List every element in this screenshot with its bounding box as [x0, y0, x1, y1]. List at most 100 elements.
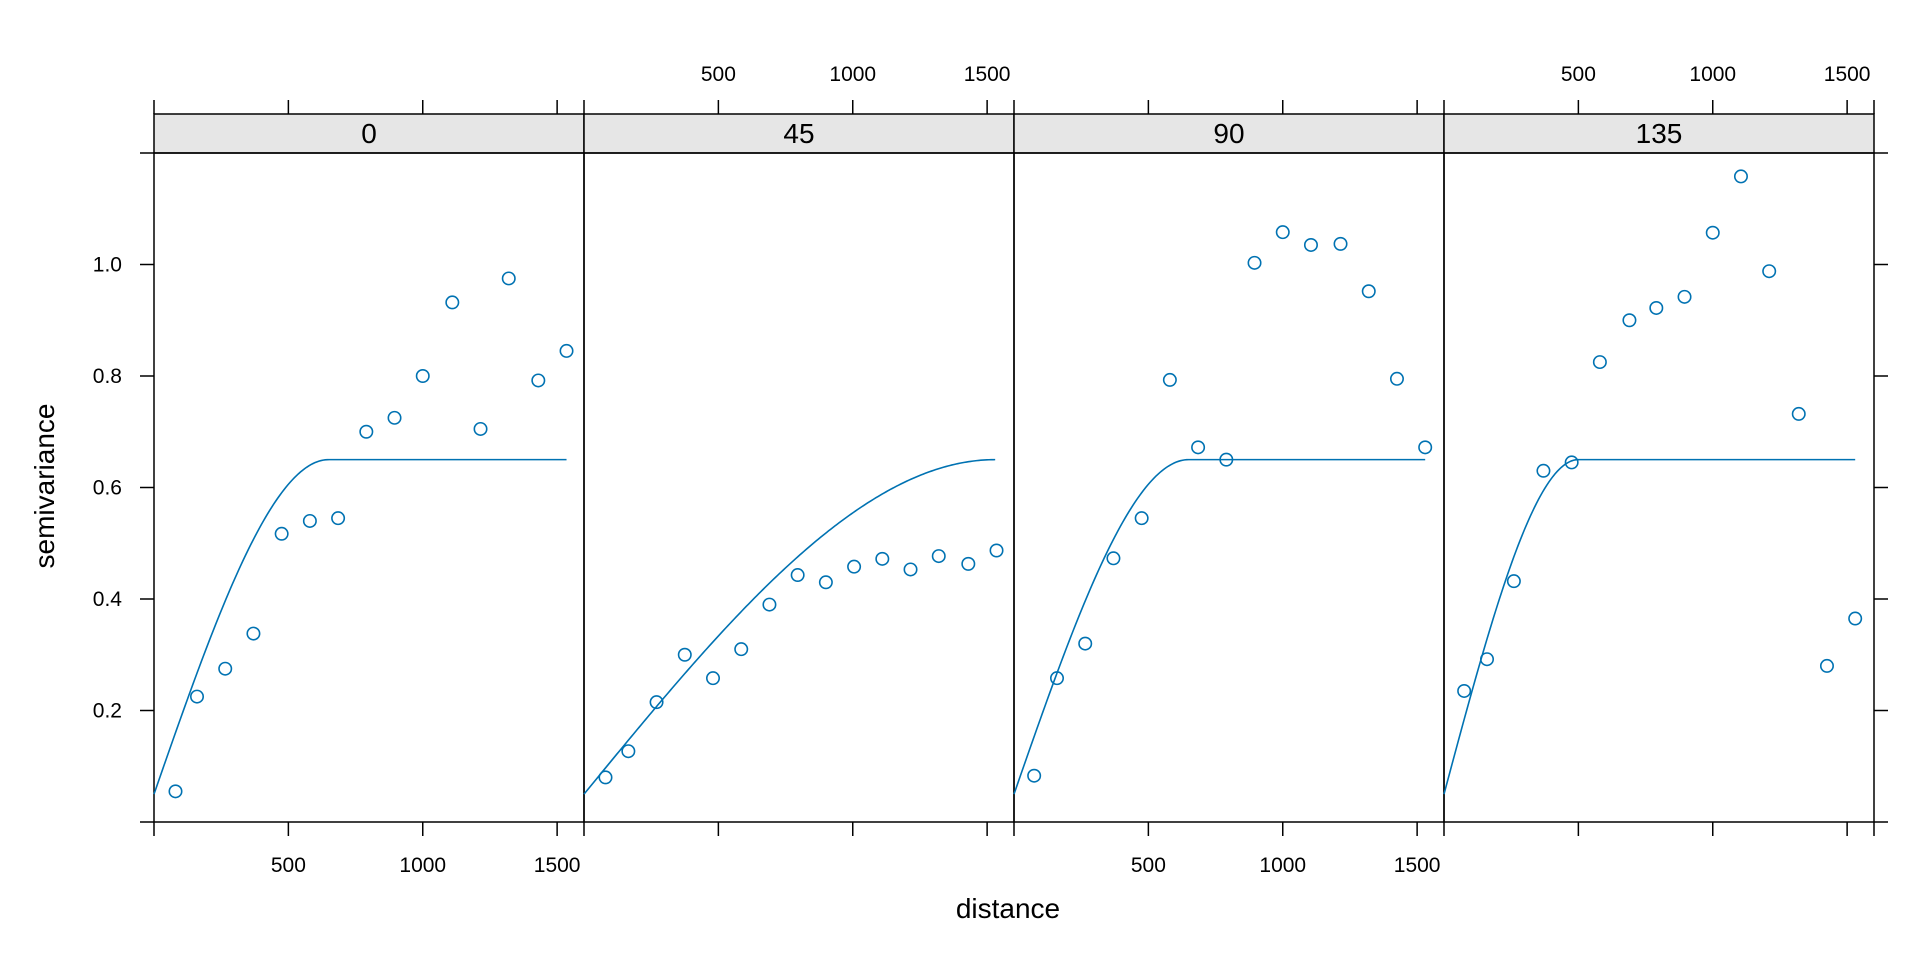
data-point-0-6 [302, 513, 317, 528]
data-point-0-2 [190, 689, 205, 704]
data-point-45-7 [762, 597, 777, 612]
data-point-135-11 [1733, 169, 1748, 184]
data-point-45-9 [818, 575, 833, 590]
model-line-0 [153, 458, 567, 795]
data-point-135-3 [1506, 574, 1521, 589]
data-point-135-15 [1848, 611, 1863, 626]
x-tick-label-0-500: 500 [271, 854, 306, 877]
data-point-45-8 [790, 568, 805, 583]
data-point-0-4 [246, 626, 261, 641]
x-tick-label-45-500: 500 [701, 63, 736, 86]
data-point-90-5 [1134, 511, 1149, 526]
data-point-90-6 [1162, 372, 1177, 387]
data-point-135-12 [1762, 264, 1777, 279]
panel-135: 135 [1443, 113, 1875, 823]
data-point-45-11 [875, 551, 890, 566]
strip-135 [1443, 113, 1875, 154]
panel-90: 90 [1013, 113, 1445, 823]
data-point-90-15 [1418, 440, 1433, 455]
data-point-135-8 [1649, 300, 1664, 315]
strip-label-45: 45 [783, 118, 814, 149]
data-point-135-14 [1819, 658, 1834, 673]
data-point-0-8 [359, 424, 374, 439]
panel-45: 45 [583, 113, 1015, 823]
data-point-135-10 [1705, 225, 1720, 240]
model-line-90 [1013, 458, 1426, 795]
panel-frame-90 [1013, 152, 1445, 823]
panel-0: 0 [153, 113, 585, 823]
data-point-135-6 [1592, 355, 1607, 370]
x-tick-label-0-1500: 1500 [534, 854, 581, 877]
strip-45 [583, 113, 1015, 154]
y-tick-label-0.2: 0.2 [93, 700, 122, 723]
data-point-90-2 [1050, 671, 1065, 686]
y-tick-label-0.8: 0.8 [93, 365, 122, 388]
model-line-135 [1443, 458, 1856, 795]
model-line-45 [583, 458, 996, 795]
data-point-90-12 [1333, 236, 1348, 251]
x-tick-label-90-1500: 1500 [1394, 854, 1441, 877]
data-point-90-8 [1219, 452, 1234, 467]
data-point-90-11 [1303, 237, 1318, 252]
axes-layer: 500 1000 1500 500 1000 1500 500 1000 1500 500 1000… [93, 63, 1888, 877]
data-point-45-5 [705, 671, 720, 686]
data-point-90-10 [1275, 225, 1290, 240]
data-point-135-13 [1791, 406, 1806, 421]
data-point-45-1 [598, 770, 613, 785]
data-point-0-9 [387, 410, 402, 425]
x-tick-label-45-1000: 1000 [829, 63, 876, 86]
data-point-0-15 [559, 343, 574, 358]
data-point-135-9 [1677, 289, 1692, 304]
data-point-0-3 [218, 661, 233, 676]
panel-frame-0 [153, 152, 585, 823]
data-point-90-1 [1027, 768, 1042, 783]
x-tick-label-90-1000: 1000 [1259, 854, 1306, 877]
data-point-45-15 [989, 543, 1004, 558]
data-point-0-1 [168, 784, 183, 799]
data-point-90-7 [1191, 440, 1206, 455]
x-tick-label-0-1000: 1000 [399, 854, 446, 877]
data-point-90-9 [1247, 255, 1262, 270]
panel-frame-135 [1443, 152, 1875, 823]
x-axis-title: distance [956, 893, 1060, 924]
x-tick-label-135-500: 500 [1561, 63, 1596, 86]
strip-label-90: 90 [1213, 118, 1244, 149]
data-point-90-13 [1361, 284, 1376, 299]
panels-layer: 0 45 90 135 [153, 113, 1875, 823]
data-point-45-4 [677, 647, 692, 662]
x-tick-label-135-1500: 1500 [1824, 63, 1871, 86]
data-point-0-7 [331, 511, 346, 526]
data-point-45-10 [847, 559, 862, 574]
data-point-90-4 [1106, 551, 1121, 566]
x-tick-label-90-500: 500 [1131, 854, 1166, 877]
data-point-90-14 [1389, 371, 1404, 386]
data-point-0-12 [473, 421, 488, 436]
y-tick-label-0.4: 0.4 [93, 588, 123, 611]
data-point-135-1 [1457, 683, 1472, 698]
data-point-90-3 [1078, 636, 1093, 651]
x-tick-label-45-1500: 1500 [964, 63, 1011, 86]
x-tick-label-135-1000: 1000 [1689, 63, 1736, 86]
data-point-135-5 [1564, 455, 1579, 470]
y-tick-label-1.0: 1.0 [93, 254, 122, 277]
y-axis-title: semivariance [29, 404, 60, 569]
data-point-0-5 [274, 526, 289, 541]
data-point-0-13 [501, 271, 516, 286]
data-point-45-2 [621, 744, 636, 759]
data-point-45-3 [649, 695, 664, 710]
strip-label-135: 135 [1636, 118, 1683, 149]
data-point-135-7 [1622, 313, 1637, 328]
y-tick-label-0.6: 0.6 [93, 477, 122, 500]
data-point-45-6 [734, 642, 749, 657]
data-point-0-11 [445, 295, 460, 310]
data-point-45-12 [903, 562, 918, 577]
data-point-135-4 [1536, 463, 1551, 478]
data-point-45-13 [931, 549, 946, 564]
strip-label-0: 0 [361, 118, 377, 149]
strip-0 [153, 113, 585, 154]
panel-frame-45 [583, 152, 1015, 823]
data-point-45-14 [961, 556, 976, 571]
data-point-0-10 [415, 368, 430, 383]
